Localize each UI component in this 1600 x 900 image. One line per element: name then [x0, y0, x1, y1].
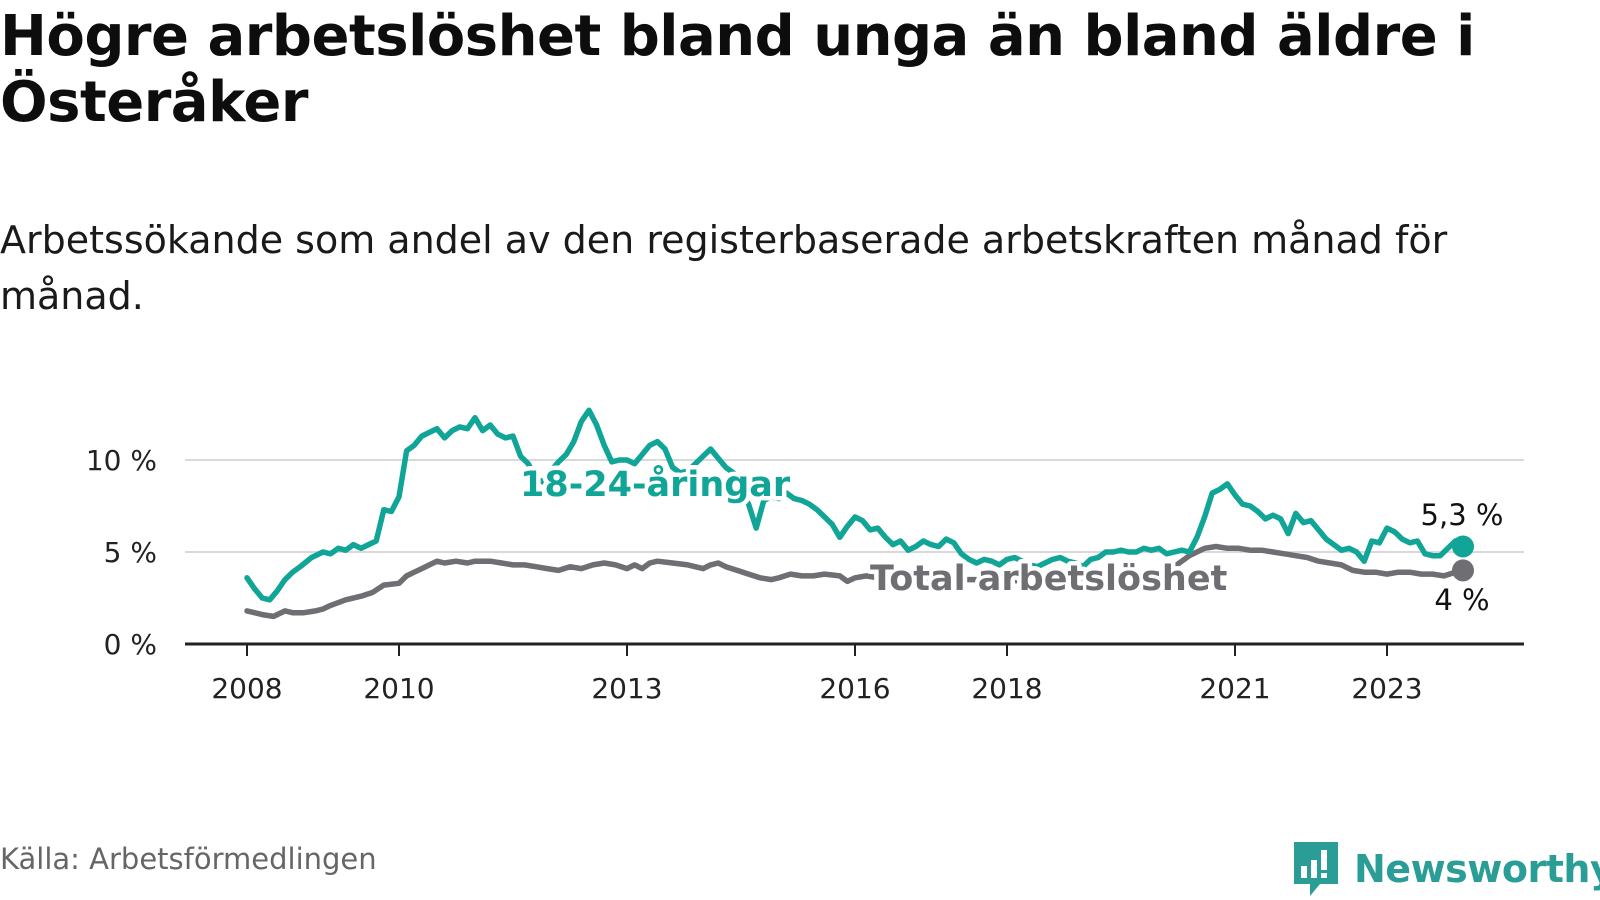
- series-line-youth: [244, 407, 1466, 603]
- x-tick-label: 2008: [211, 672, 282, 705]
- series-labels: 18-24-åringar Total arbetslöshet: [516, 460, 1232, 604]
- end-marker-youth: [1452, 535, 1474, 558]
- y-tick-label: 0 %: [104, 628, 157, 661]
- source-note: Källa: Arbetsförmedlingen: [0, 842, 377, 876]
- x-tick-label: 2021: [1199, 672, 1270, 705]
- brand-name: Newsworthy: [1354, 847, 1600, 891]
- chart-title: Högre arbetslöshet bland unga än bland ä…: [0, 4, 1475, 135]
- series-label-total: Total arbetslöshet: [870, 559, 1227, 599]
- x-tick-label: 2016: [819, 672, 890, 705]
- end-marker-total: [1452, 559, 1474, 582]
- series-label-youth: 18-24-åringar: [520, 464, 791, 505]
- chart-subtitle: Arbetssökande som andel av den registerb…: [0, 218, 1448, 318]
- end-markers: 5,3 % 4 %: [1421, 498, 1504, 617]
- series-line-total: [244, 543, 1466, 620]
- x-tick-label: 2018: [971, 672, 1042, 705]
- line-chart: 0 %5 %10 % 2008 2010 2013 2016 2018 2021 2023 …: [86, 407, 1524, 705]
- y-tick-label: 10 %: [86, 444, 157, 477]
- end-label-youth: 5,3 %: [1421, 498, 1504, 532]
- series-group: [244, 407, 1466, 620]
- x-tick-label: 2010: [363, 672, 434, 705]
- brand-logo[interactable]: Newsworthy: [1290, 840, 1600, 898]
- newsworthy-logo-icon: [1294, 842, 1338, 896]
- end-label-total: 4 %: [1434, 583, 1489, 617]
- y-tick-label: 5 %: [104, 536, 157, 569]
- gridlines: [185, 459, 1524, 553]
- x-tick-label: 2023: [1351, 672, 1422, 705]
- x-tick-label: 2013: [591, 672, 662, 705]
- x-axis-ticks: 2008 2010 2013 2016 2018 2021 2023: [185, 642, 1524, 705]
- y-axis-ticks: 0 % 5 % 10 %: [86, 444, 157, 661]
